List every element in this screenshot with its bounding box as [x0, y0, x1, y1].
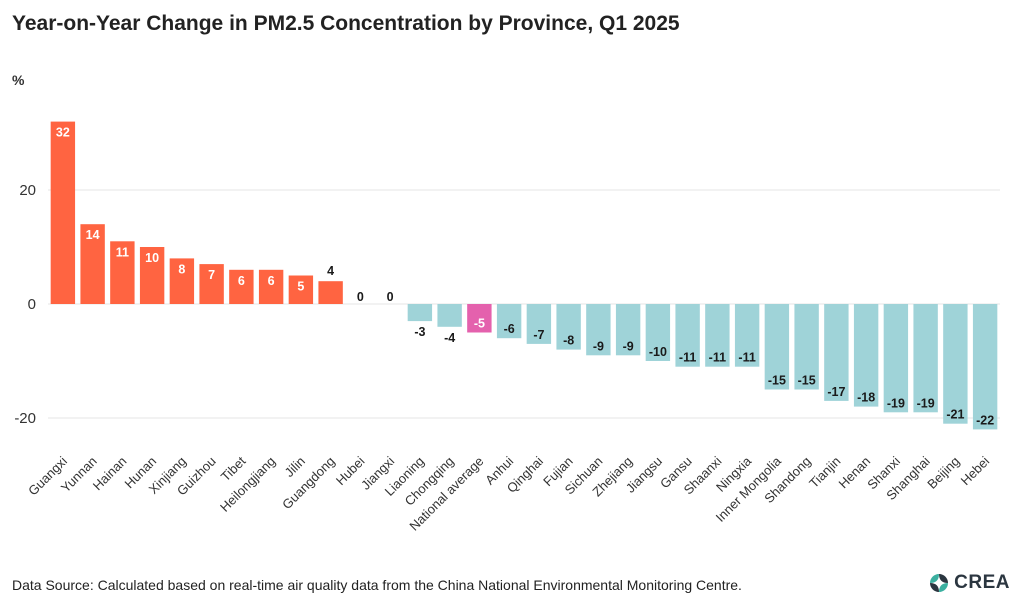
bar [258, 269, 284, 304]
bar-value-label: -8 [563, 334, 574, 348]
bar [318, 281, 343, 304]
bar-value-label: -4 [444, 331, 455, 345]
bars [50, 121, 998, 430]
bar-value-label: 0 [357, 290, 364, 304]
bar [467, 304, 492, 333]
bar-value-label: 7 [208, 268, 215, 282]
bar-value-label: 11 [116, 245, 129, 259]
bar [675, 304, 700, 367]
bar [824, 304, 849, 401]
bar-value-label: -19 [917, 396, 935, 410]
bar [80, 224, 105, 304]
bar [586, 304, 611, 356]
bar [705, 304, 730, 367]
bar-value-label: -10 [649, 345, 667, 359]
y-tick-label: -20 [14, 410, 36, 427]
bar [496, 304, 522, 339]
bar [526, 304, 552, 344]
bar [615, 304, 641, 356]
bar [407, 304, 433, 322]
bar [734, 304, 760, 367]
bar-value-label: -19 [887, 396, 905, 410]
bar-value-label: -11 [709, 351, 726, 365]
bar [110, 241, 135, 304]
bar [883, 304, 909, 413]
bar [794, 304, 819, 390]
category-label: Tianjin [806, 454, 843, 491]
bar [645, 304, 671, 361]
bar-value-label: -18 [857, 391, 875, 405]
bar-value-label: -5 [474, 317, 485, 331]
crea-leaf-icon [930, 574, 949, 592]
bar-value-label: -15 [798, 374, 816, 388]
bar-value-label: 32 [56, 126, 70, 140]
bar [943, 304, 968, 424]
bar-value-label: 14 [86, 228, 100, 242]
bar [853, 304, 879, 407]
bar-value-label: -9 [623, 339, 634, 353]
data-source-note: Data Source: Calculated based on real-ti… [12, 577, 742, 593]
bar [437, 304, 462, 327]
bar [556, 304, 581, 350]
y-tick-label: 0 [28, 296, 36, 313]
logo-text: CREA [954, 572, 1010, 593]
value-labels: 32 14 11 10 8 7 6 6 5 4 0 0 -3 -4 -5 -6 -7 -8 -9 -9 -10 -11 -1… [56, 126, 994, 428]
bar-value-label: 6 [268, 274, 275, 288]
bar [288, 275, 314, 304]
category-label: Hebei [958, 453, 993, 488]
bar [139, 247, 165, 304]
bar [169, 258, 195, 304]
bar-value-label: -6 [504, 322, 515, 336]
bar-value-label: -15 [768, 374, 786, 388]
chart-title: Year-on-Year Change in PM2.5 Concentrati… [12, 12, 680, 35]
bar-value-label: -7 [533, 328, 544, 342]
bar-chart: % -20 0 20 32 14 11 10 8 7 6 6 5 4 0 0 -3 -4 -5 -6 -7 -8 -9 -… [12, 72, 1000, 534]
bar [764, 304, 790, 390]
bar [229, 269, 254, 304]
bar-value-label: 8 [178, 262, 185, 276]
category-label: Guangxi [25, 453, 70, 498]
bar-value-label: 5 [297, 280, 304, 294]
bar-value-label: -3 [414, 325, 425, 339]
bar [972, 304, 998, 430]
bar [50, 121, 76, 304]
bar [913, 304, 938, 413]
bar-value-label: 0 [387, 290, 394, 304]
bar-value-label: 10 [145, 251, 159, 265]
bar-value-label: -9 [593, 339, 604, 353]
bar-value-label: 4 [327, 264, 334, 278]
bar-value-label: -22 [976, 413, 994, 427]
bar-value-label: -11 [738, 351, 755, 365]
category-label: Heilongjiang [217, 454, 278, 515]
bar-value-label: -11 [679, 351, 696, 365]
y-tick-label: 20 [19, 182, 36, 199]
bar-value-label: -21 [946, 408, 964, 422]
y-axis-unit-label: % [12, 72, 25, 88]
crea-logo: CREA [928, 572, 1010, 594]
category-label: Beijing [924, 454, 962, 492]
bar-value-label: -17 [827, 385, 845, 399]
bar [199, 264, 224, 304]
category-label: Hainan [90, 454, 130, 494]
bar-value-label: 6 [238, 274, 245, 288]
y-axis-ticks: -20 0 20 [14, 182, 36, 427]
